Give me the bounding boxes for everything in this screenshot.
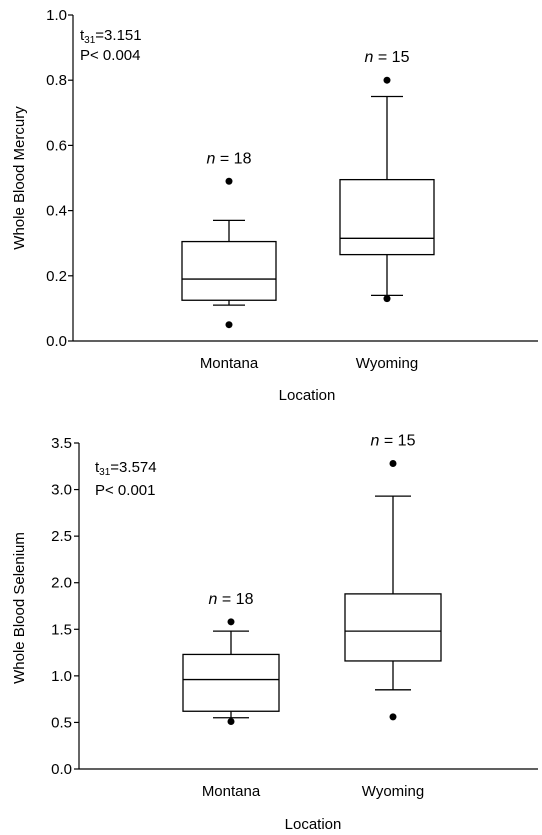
outlier-point — [383, 295, 391, 303]
box-group: n = 18 n = 15 — [182, 432, 442, 725]
y-tick-label: 0.0 — [51, 761, 72, 778]
stat-t-label: t31=3.151 — [80, 27, 142, 46]
iqr-box — [182, 653, 280, 712]
box-montana: n = 18 — [181, 150, 277, 329]
n-label: n = 18 — [207, 150, 252, 167]
stat-t-subscript: 31 — [99, 467, 111, 478]
x-axis-title: Location — [285, 816, 342, 833]
iqr-box — [339, 178, 435, 256]
y-tick-label: 0.6 — [46, 137, 67, 154]
outlier-point — [225, 177, 233, 185]
y-tick-label: 2.5 — [51, 528, 72, 545]
outlier-point — [225, 321, 233, 329]
mercury-panel: 0.0 0.2 0.4 0.6 0.8 1.0 n = 18 n = 15 t31=3.15… — [11, 7, 538, 404]
box-montana: n = 18 — [182, 591, 280, 725]
outlier-point — [389, 713, 397, 721]
n-label: n = 15 — [371, 432, 416, 449]
y-tick-label: 0.0 — [46, 333, 67, 350]
box-wyoming: n = 15 — [344, 432, 442, 721]
y-axis-title: Whole Blood Selenium — [11, 532, 28, 684]
n-label: n = 18 — [209, 591, 254, 608]
x-axis-title: Location — [279, 387, 336, 404]
outlier-point — [389, 459, 397, 467]
outlier-point — [227, 618, 235, 626]
y-tick-label: 0.4 — [46, 203, 67, 220]
category-label-wyoming: Wyoming — [356, 355, 418, 372]
selenium-panel: 0.0 0.5 1.0 1.5 2.0 2.5 3.0 3.5 n = 18 n = 15 t3… — [11, 432, 538, 833]
y-tick-label: 1.5 — [51, 621, 72, 638]
iqr-box — [344, 593, 442, 662]
stat-t-subscript: 31 — [84, 35, 96, 46]
n-label: n = 15 — [365, 49, 410, 66]
outlier-point — [383, 76, 391, 84]
y-axis-title: Whole Blood Mercury — [11, 106, 28, 250]
y-tick-label: 1.0 — [46, 7, 67, 24]
y-tick-label: 0.5 — [51, 714, 72, 731]
box-group: n = 18 n = 15 — [181, 49, 435, 329]
box-wyoming: n = 15 — [339, 49, 435, 303]
y-tick-label: 1.0 — [51, 668, 72, 685]
y-tick-group: 0.0 0.2 0.4 0.6 0.8 1.0 — [46, 7, 73, 350]
outlier-point — [227, 717, 235, 725]
category-label-montana: Montana — [202, 783, 261, 800]
category-label-montana: Montana — [200, 355, 259, 372]
category-label-wyoming: Wyoming — [362, 783, 424, 800]
stat-t-label: t31=3.574 — [95, 459, 157, 478]
y-tick-label: 0.8 — [46, 72, 67, 89]
stat-p-label: P< 0.001 — [95, 482, 155, 499]
y-tick-label: 2.0 — [51, 575, 72, 592]
y-tick-group: 0.0 0.5 1.0 1.5 2.0 2.5 3.0 3.5 — [51, 435, 79, 778]
y-tick-label: 3.5 — [51, 435, 72, 452]
iqr-box — [181, 240, 277, 301]
stat-p-label: P< 0.004 — [80, 47, 140, 64]
y-tick-label: 0.2 — [46, 268, 67, 285]
y-tick-label: 3.0 — [51, 482, 72, 499]
